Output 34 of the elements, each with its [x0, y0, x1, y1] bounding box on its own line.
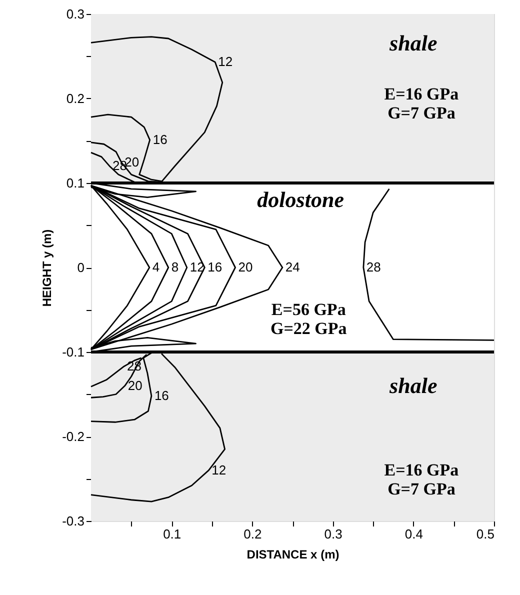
y-tick-label: 0 — [77, 260, 84, 275]
x-tick-label: 0.2 — [244, 526, 262, 542]
series-label: 28 — [366, 260, 381, 274]
series-label: 24 — [285, 260, 300, 274]
x-tick-label: 0.4 — [404, 526, 423, 542]
x-tick-label: 0.5 — [476, 526, 494, 542]
series-label: 16 — [154, 388, 169, 403]
annotation: G=7 GPa — [388, 104, 456, 123]
band-label: shale — [388, 372, 438, 398]
annotation: G=22 GPa — [270, 319, 348, 338]
band-label: shale — [388, 30, 438, 56]
series-label: 8 — [171, 260, 179, 274]
annotation: E=16 GPa — [384, 460, 460, 480]
x-tick-label: 0.3 — [324, 526, 342, 542]
series-label: 4 — [152, 260, 160, 274]
x-axis-title: DISTANCE x (m) — [246, 548, 340, 562]
y-tick-label: -0.3 — [62, 514, 84, 528]
series-label: 16 — [208, 260, 222, 274]
annotation: G=7 GPa — [388, 480, 456, 499]
y-axis-title: HEIGHT y (m) — [40, 229, 54, 307]
series-label: 20 — [238, 260, 253, 274]
series-label: 12 — [218, 54, 233, 70]
y-tick-label: 0.3 — [66, 6, 84, 22]
y-tick-label: 0.2 — [66, 91, 84, 106]
series-label: 20 — [128, 378, 142, 393]
y-tick-label: -0.1 — [62, 344, 84, 360]
x-tick-label: 0.1 — [163, 526, 182, 542]
series-label: 16 — [152, 132, 168, 147]
annotation: dolostone — [257, 186, 344, 212]
y-tick-label: -0.2 — [62, 429, 84, 444]
y-tick-label: 0.1 — [66, 176, 84, 190]
annotation: E=56 GPa — [271, 300, 346, 319]
annotation: E=16 GPa — [384, 84, 460, 104]
series-label: 12 — [212, 462, 226, 478]
